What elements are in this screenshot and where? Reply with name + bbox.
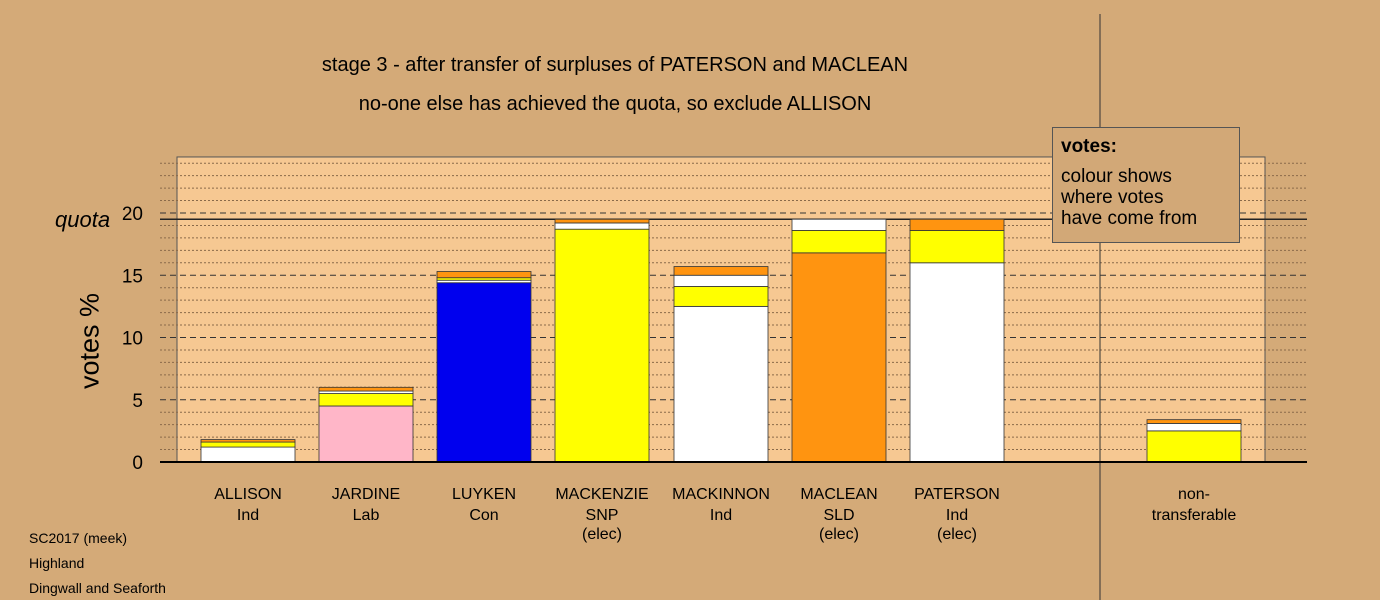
category-name-mackinnon: MACKINNON [672,486,770,503]
bar-segment-maclean-2 [791,218,887,231]
legend-line-3: have come from [1061,208,1198,229]
bar-segment-non-2 [1146,419,1242,424]
chart-title-line2: no-one else has achieved the quota, so e… [358,93,872,115]
bar-segment-mackenzie-2 [554,218,650,224]
bar-segment-mackenzie-1 [554,222,650,230]
y-tick-label: 15 [122,266,143,287]
category-note-paterson: (elec) [937,526,977,543]
y-tick-label: 20 [122,204,143,225]
y-tick-label: 5 [132,391,143,412]
category-name-luyken: LUYKEN [452,486,516,503]
bar-segment-mackinnon-3 [673,266,769,276]
category-name-maclean: MACLEAN [800,486,877,503]
bar-segment-allison-1 [200,441,296,448]
bar-segment-paterson-0 [909,262,1005,463]
bar-segment-mackenzie-0 [554,228,650,463]
legend-box: votes: colour shows where votes have com… [1052,127,1240,243]
bar-segment-mackinnon-1 [673,286,769,307]
bar-segment-luyken-0 [436,282,532,463]
chart-title-line1: stage 3 - after transfer of surpluses of… [321,54,909,76]
bar-segment-jardine-0 [318,405,414,463]
bar-segment-paterson-1 [909,230,1005,264]
bar-segment-non-0 [1146,430,1242,463]
footer-ward: Dingwall and Seaforth [29,580,166,596]
bar-segment-jardine-1 [318,393,414,407]
category-name-allison: ALLISON [214,486,282,503]
category-note-maclean: (elec) [819,526,859,543]
category-party-non: transferable [1152,507,1237,524]
bar-segment-allison-2 [200,439,296,443]
legend-title: votes: [1061,136,1117,157]
category-party-jardine: Lab [353,507,380,524]
bar-segment-mackinnon-0 [673,305,769,463]
category-name-paterson: PATERSON [914,486,1000,503]
bar-segment-paterson-2 [909,218,1005,231]
bar-segment-mackinnon-2 [673,274,769,287]
category-note-mackenzie: (elec) [582,526,622,543]
legend-line-1: colour shows [1061,166,1172,187]
bar-segment-maclean-0 [791,252,887,463]
bar-segment-non-1 [1146,423,1242,432]
category-party-maclean: SLD [823,507,854,524]
bar-segment-allison-0 [200,446,296,463]
bar-segment-jardine-3 [318,386,414,392]
footer-council: Highland [29,555,85,571]
category-party-luyken: Con [469,507,498,524]
bar-segment-maclean-1 [791,230,887,254]
category-party-paterson: Ind [946,507,968,524]
y-tick-label: 10 [122,329,143,350]
category-party-allison: Ind [237,507,259,524]
footer-election: SC2017 (meek) [29,530,128,546]
category-name-jardine: JARDINE [332,486,400,503]
category-party-mackinnon: Ind [710,507,732,524]
category-name-mackenzie: MACKENZIE [555,486,648,503]
quota-label: quota [55,207,111,232]
bar-segment-luyken-3 [436,271,532,279]
category-name-non: non- [1178,486,1210,503]
category-party-mackenzie: SNP [586,507,619,524]
y-axis-label: votes % [74,292,105,390]
y-tick-label: 0 [132,453,143,474]
legend-line-2: where votes [1061,187,1164,208]
